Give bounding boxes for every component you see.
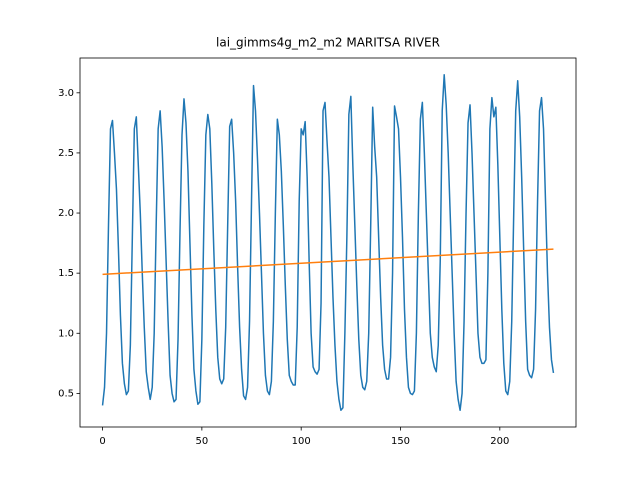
- y-tick-label: 2.0: [58, 208, 74, 219]
- plot-frame: [79, 57, 577, 428]
- y-tick-label: 2.5: [58, 148, 74, 159]
- y-tick-label: 1.0: [58, 328, 74, 339]
- y-tick-label: 1.5: [58, 268, 74, 279]
- y-tick-label: 3.0: [58, 88, 74, 99]
- x-tick-label: 50: [195, 436, 208, 447]
- x-tick-label: 200: [490, 436, 509, 447]
- y-tick-label: 0.5: [58, 388, 74, 399]
- x-tick-label: 150: [391, 436, 410, 447]
- series-line: [102, 248, 554, 276]
- chart-title: lai_gimms4g_m2_m2 MARITSA RIVER: [216, 36, 440, 50]
- series-line: [101, 74, 555, 411]
- x-tick-label: 100: [292, 436, 311, 447]
- x-tick-label: 0: [99, 436, 105, 447]
